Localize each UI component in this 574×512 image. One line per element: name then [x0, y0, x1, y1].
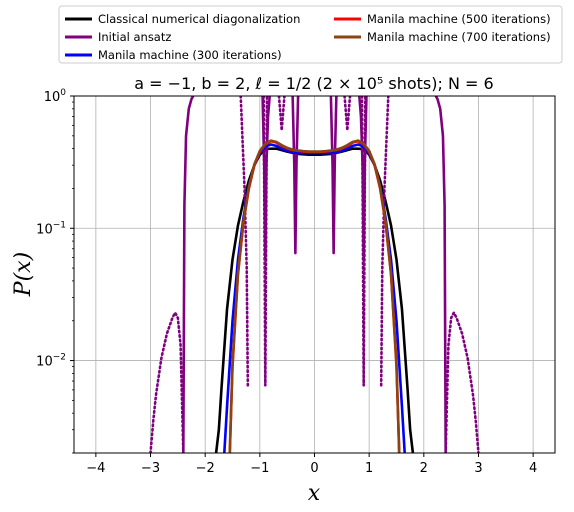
series-line-17 [228, 139, 401, 453]
x-tick-label: 3 [474, 461, 482, 476]
series-line-10 [379, 96, 390, 387]
x-axis-label: x [308, 481, 321, 506]
series-line-2 [434, 96, 447, 453]
chart-title: a = −1, b = 2, ℓ = 1/2 (2 × 10⁵ shots); … [134, 74, 493, 93]
series-line-9 [239, 96, 250, 387]
y-axis-label: P(x) [11, 252, 36, 297]
legend-label-4: Manila machine (700 iterations) [367, 30, 551, 44]
series-line-1 [182, 96, 195, 453]
series-line-11 [262, 96, 269, 387]
series-line-6 [329, 96, 338, 255]
x-tick-label: −3 [141, 461, 160, 476]
legend-box [58, 5, 563, 64]
series-line-5 [291, 96, 300, 255]
legend-label-0: Classical numerical diagonalization [98, 12, 300, 26]
legend-label-2: Manila machine (300 iterations) [98, 48, 282, 62]
y-tick-label: 100 [44, 88, 67, 105]
series-line-8 [444, 311, 480, 453]
series-line-7 [149, 311, 185, 453]
x-tick-label: −2 [196, 461, 215, 476]
legend-label-1: Initial ansatz [98, 30, 171, 44]
series-line-13 [277, 96, 286, 132]
y-tick-label: 10−1 [36, 220, 66, 237]
series-line-14 [343, 96, 352, 132]
x-tick-label: −1 [250, 461, 269, 476]
x-tick-label: 4 [529, 461, 537, 476]
grid-layer [74, 95, 555, 453]
legend-label-3: Manila machine (500 iterations) [367, 12, 551, 26]
y-tick-label: 10−2 [36, 353, 66, 370]
x-tick-label: 0 [310, 461, 318, 476]
tick-layer: −4 −3 −2 −1 0 1 2 3 4 100 10−1 10−2 [36, 88, 537, 476]
x-tick-label: 1 [365, 461, 373, 476]
x-tick-label: −4 [86, 461, 105, 476]
legend: Classical numerical diagonalization Init… [58, 5, 563, 64]
series-layer [149, 96, 480, 453]
x-tick-label: 2 [420, 461, 428, 476]
series-line-12 [360, 96, 367, 387]
